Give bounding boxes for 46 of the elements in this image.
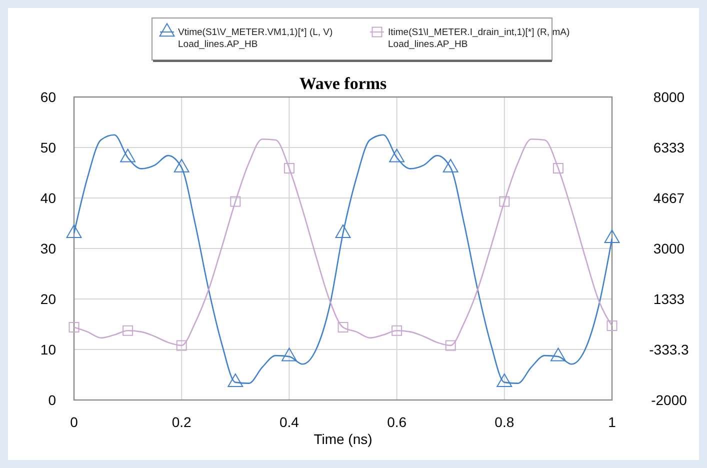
point bbox=[281, 348, 297, 362]
y2-tick-label: 4667 bbox=[653, 190, 685, 206]
chart-title: Wave forms bbox=[299, 74, 388, 93]
point bbox=[176, 340, 187, 351]
point bbox=[442, 158, 458, 172]
y2-tick-label: -333.3 bbox=[649, 342, 690, 358]
point bbox=[445, 340, 456, 351]
y-tick-label: 40 bbox=[40, 190, 56, 206]
point bbox=[335, 224, 351, 238]
x-tick-label: 0.2 bbox=[172, 414, 192, 430]
point bbox=[552, 162, 564, 174]
y-tick-label: 10 bbox=[40, 342, 56, 358]
point bbox=[230, 196, 241, 207]
y-tick-label: 0 bbox=[48, 392, 56, 408]
y-tick-label: 30 bbox=[40, 240, 56, 256]
point bbox=[68, 322, 80, 333]
point bbox=[550, 348, 566, 362]
legend-label: Itime(S1\I_METER.I_drain_int,1)[*] (R, mA) Load_lines.AP_HB bbox=[388, 27, 570, 50]
x-tick-label: 0 bbox=[70, 414, 78, 430]
point bbox=[66, 224, 82, 238]
point bbox=[284, 162, 294, 174]
point bbox=[120, 148, 136, 162]
point bbox=[389, 148, 405, 162]
x-axis-title: Time (ns) bbox=[314, 431, 372, 447]
legend-label: Vtime(S1\V_METER.VM1,1)[*] (L, V) Load_lines.AP_HB bbox=[178, 27, 333, 50]
y-tick-label: 20 bbox=[40, 291, 56, 307]
y-tick-label: 60 bbox=[40, 89, 56, 105]
x-tick-label: 0.4 bbox=[279, 414, 300, 430]
x-tick-label: 0.6 bbox=[387, 414, 407, 430]
y2-tick-label: 1333 bbox=[653, 291, 685, 307]
point bbox=[604, 230, 620, 244]
y2-tick-label: 3000 bbox=[653, 240, 685, 256]
point bbox=[338, 322, 348, 333]
point bbox=[122, 325, 134, 336]
point bbox=[499, 196, 510, 207]
x-tick-label: 1 bbox=[608, 414, 616, 430]
y-tick-label: 50 bbox=[40, 140, 56, 156]
point bbox=[496, 374, 512, 387]
y2-tick-label: 6333 bbox=[653, 140, 685, 156]
point bbox=[228, 374, 244, 387]
point bbox=[606, 320, 618, 332]
y2-tick-label: 8000 bbox=[653, 89, 685, 105]
point bbox=[174, 158, 190, 172]
x-tick-label: 0.8 bbox=[494, 414, 514, 430]
point bbox=[392, 325, 402, 336]
y2-tick-label: -2000 bbox=[651, 392, 688, 408]
